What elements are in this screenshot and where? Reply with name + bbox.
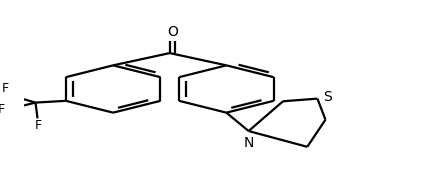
Text: O: O — [167, 25, 178, 39]
Text: F: F — [35, 119, 42, 132]
Text: S: S — [323, 90, 332, 104]
Text: N: N — [243, 136, 254, 150]
Text: F: F — [0, 103, 5, 116]
Text: F: F — [2, 82, 9, 95]
